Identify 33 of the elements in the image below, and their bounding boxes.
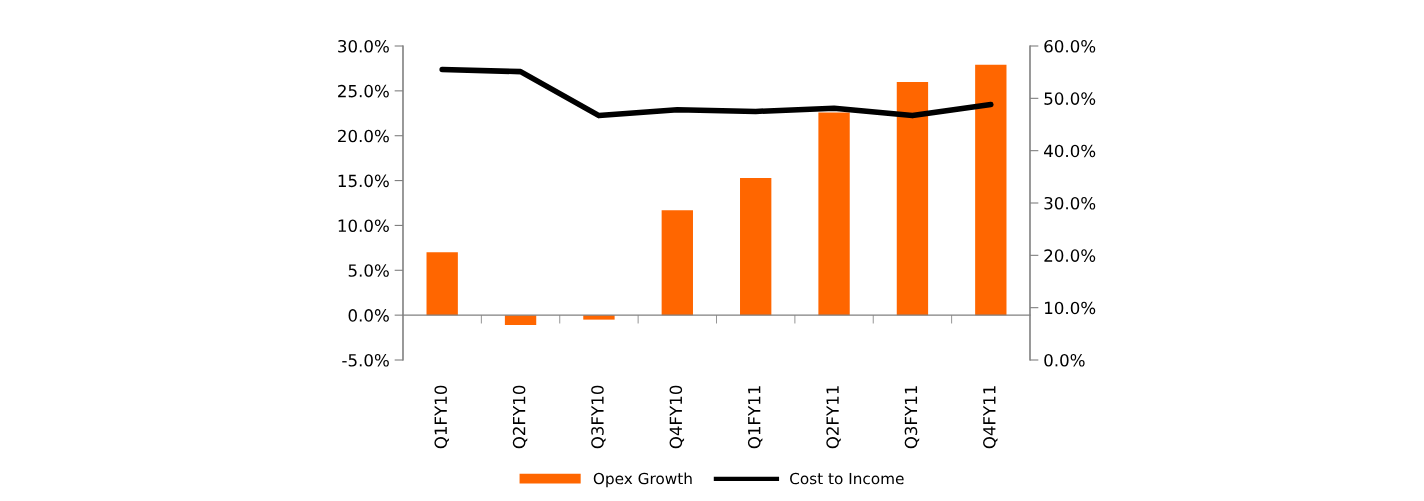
y-tick-label: 0.0% (348, 309, 389, 322)
bar (583, 315, 615, 320)
y-tick-label: -5.0% (342, 353, 389, 367)
y2-tick-label: 40.0% (1044, 144, 1096, 158)
bar (975, 64, 1007, 316)
legend-label: Opex Growth (593, 472, 692, 488)
legend-label: Cost to Income (790, 472, 904, 485)
y2-tick-label: 50.0% (1044, 92, 1096, 105)
bar (504, 315, 537, 326)
bar (661, 210, 693, 316)
x-tick-label: Q2FY11 (826, 386, 841, 449)
x-tick-label: Q3FY10 (591, 385, 606, 449)
y2-tick-label: 0.0% (1044, 353, 1085, 367)
bar (740, 177, 772, 316)
x-tick-label: Q4FY11 (983, 386, 998, 449)
x-tick-label: Q1FY10 (434, 385, 449, 449)
x-tick-label: Q2FY10 (512, 385, 528, 449)
x-tick-label: Q4FY10 (669, 385, 685, 449)
x-tick-label: Q1FY11 (747, 386, 763, 449)
y2-tick-label: 10.0% (1045, 301, 1096, 315)
bar (896, 81, 929, 316)
y2-tick-label: 30.0% (1044, 196, 1096, 210)
y2-tick-label: 60.0% (1044, 39, 1096, 53)
y-tick-label: 10.0% (338, 219, 389, 232)
y-tick-label: 30.0% (338, 39, 389, 53)
y2-tick-label: 20.0% (1044, 249, 1096, 262)
y-tick-label: 15.0% (338, 174, 389, 188)
bar (426, 252, 458, 316)
x-tick-label: Q3FY11 (904, 386, 920, 449)
y-tick-label: 20.0% (338, 129, 389, 143)
y-tick-label: 25.0% (338, 84, 389, 98)
bar (818, 112, 850, 316)
y-tick-label: 5.0% (348, 264, 389, 277)
